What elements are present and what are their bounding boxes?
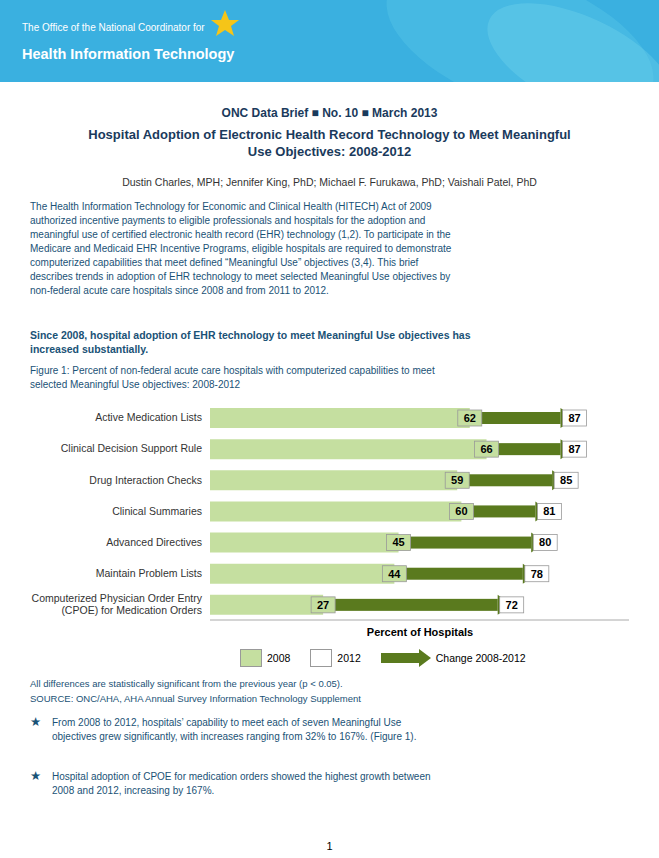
svg-text:Clinical Decision Support Rule: Clinical Decision Support Rule — [61, 442, 202, 454]
html-text:Change 2008-2012: Change 2008-2012 — [435, 652, 526, 664]
html-text:The Office of the National Coo: The Office of the National Coordinator f… — [22, 22, 205, 33]
html-text:All differences are statistica: All differences are statistically signif… — [30, 678, 343, 689]
svg-text:85: 85 — [560, 474, 572, 486]
svg-text:Advanced Directives: Advanced Directives — [106, 536, 202, 548]
html-text:Dustin Charles, MPH; Jennifer: Dustin Charles, MPH; Jennifer King, PhD;… — [122, 176, 537, 188]
svg-text:Maintain Problem Lists: Maintain Problem Lists — [96, 567, 202, 579]
svg-text:Active Medication Lists: Active Medication Lists — [95, 411, 202, 423]
html-text:SOURCE: ONC/AHA, AHA Annual Su: SOURCE: ONC/AHA, AHA Annual Survey Infor… — [30, 693, 361, 704]
svg-text:44: 44 — [388, 568, 401, 580]
svg-text:80: 80 — [539, 536, 551, 548]
svg-text:Clinical Summaries: Clinical Summaries — [112, 505, 202, 517]
svg-text:60: 60 — [455, 505, 467, 517]
svg-text:Drug Interaction Checks: Drug Interaction Checks — [89, 474, 202, 486]
html-text:ONC Data Brief ■ No. 10 ■ Marc: ONC Data Brief ■ No. 10 ■ March 2013 — [221, 106, 438, 120]
svg-text:Computerized Physician Order E: Computerized Physician Order Entry(CPOE)… — [32, 592, 203, 616]
svg-text:78: 78 — [531, 568, 543, 580]
svg-text:27: 27 — [317, 599, 329, 611]
html-text:2008: 2008 — [267, 652, 291, 664]
svg-text:87: 87 — [568, 443, 580, 455]
svg-text:45: 45 — [392, 536, 404, 548]
svg-text:59: 59 — [451, 474, 463, 486]
html-text:Hospital adoption of CPOE for: Hospital adoption of CPOE for medication… — [52, 771, 431, 796]
html-text:Since 2008, hospital adoption: Since 2008, hospital adoption of EHR tec… — [30, 329, 471, 355]
svg-text:66: 66 — [480, 443, 492, 455]
html-text:1: 1 — [326, 840, 333, 852]
html-text:Health Information Technology: Health Information Technology — [22, 46, 235, 62]
html-text:The Health Information Technol: The Health Information Technology for Ec… — [30, 201, 452, 296]
svg-text:62: 62 — [464, 412, 476, 424]
html-text:2012: 2012 — [337, 652, 361, 664]
html-text:Percent of Hospitals: Percent of Hospitals — [366, 626, 474, 638]
html-text:Hospital Adoption of Electroni: Hospital Adoption of Electronic Health R… — [88, 127, 571, 159]
svg-text:87: 87 — [568, 412, 580, 424]
html-text:Figure 1: Percent of non-feder: Figure 1: Percent of non-federal acute c… — [30, 365, 435, 390]
svg-text:72: 72 — [506, 599, 518, 611]
svg-text:81: 81 — [543, 505, 555, 517]
html-text:From 2008 to 2012, hospitals’: From 2008 to 2012, hospitals’ capability… — [52, 717, 417, 742]
